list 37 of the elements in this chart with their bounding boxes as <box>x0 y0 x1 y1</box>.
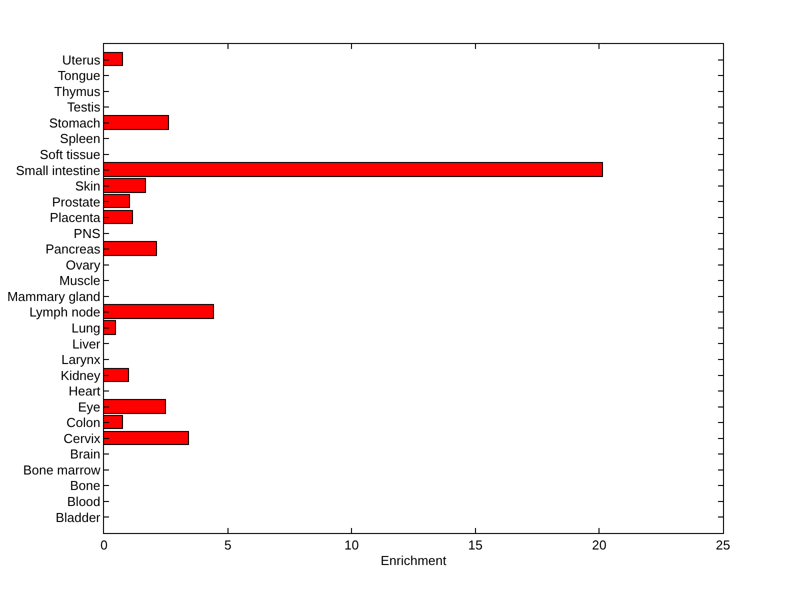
x-tick-label: 20 <box>592 538 606 553</box>
y-tick-label: Muscle <box>59 273 100 288</box>
x-axis-title: Enrichment <box>380 553 447 568</box>
y-tick-label: Ovary <box>66 257 101 272</box>
y-tick-label: Heart <box>68 384 101 399</box>
x-tick-label: 10 <box>344 538 359 553</box>
y-tick-label: Brain <box>70 446 100 462</box>
y-tick-label: PNS <box>74 226 101 241</box>
x-tick-label: 25 <box>716 538 730 553</box>
y-tick-label: Colon <box>66 415 100 430</box>
y-tick-label: Bone <box>70 478 100 494</box>
y-tick-label: Bone marrow <box>23 462 102 478</box>
y-tick-label: Tongue <box>58 68 100 84</box>
y-tick-label: Bladder <box>56 510 102 525</box>
y-tick-label: Cervix <box>64 430 101 446</box>
y-tick-label: Small intestine <box>16 162 100 178</box>
x-tick-label: 5 <box>224 538 232 553</box>
y-tick-label: Kidney <box>60 368 101 383</box>
y-tick-label: Testis <box>67 100 101 115</box>
y-tick-label: Lymph node <box>29 304 100 320</box>
y-tick-label: Placenta <box>50 210 102 226</box>
y-tick-label: Pancreas <box>45 242 101 257</box>
y-tick-label: Thymus <box>54 84 101 99</box>
y-tick-label: Eye <box>78 399 100 414</box>
y-tick-label: Uterus <box>62 52 101 68</box>
x-tick-label: 0 <box>100 538 108 553</box>
y-tick-label: Stomach <box>49 115 100 130</box>
y-tick-label: Blood <box>67 494 100 509</box>
y-tick-label: Lung <box>71 320 100 336</box>
x-tick-label: 15 <box>468 538 483 553</box>
y-tick-label: Prostate <box>52 194 100 210</box>
y-tick-label: Skin <box>75 178 100 194</box>
y-tick-label: Liver <box>72 336 102 352</box>
y-tick-label: Soft tissue <box>40 146 100 162</box>
y-tick-label: Larynx <box>61 352 101 368</box>
y-tick-label: Mammary gland <box>7 288 100 304</box>
y-tick-label: Spleen <box>60 131 100 146</box>
